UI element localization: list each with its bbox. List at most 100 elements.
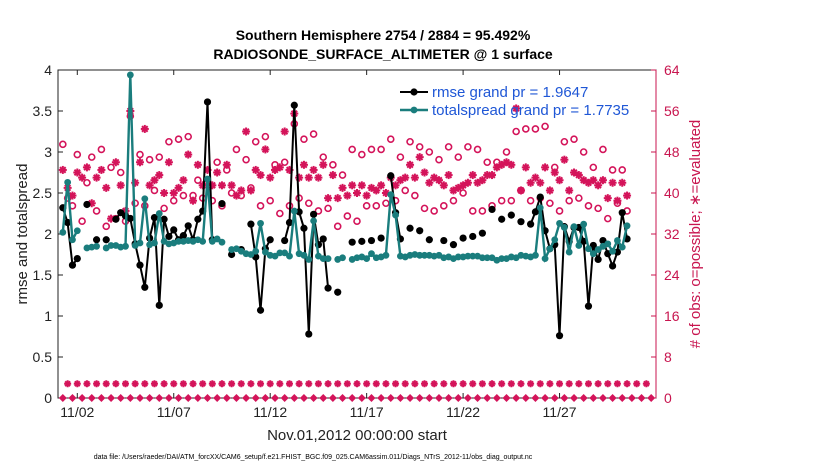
bottom-count-marker — [68, 394, 77, 402]
x-axis-label: Nov.01,2012 00:00:00 start — [267, 427, 448, 444]
bottom-count-marker — [608, 394, 617, 402]
x-tick-label: 11/12 — [253, 404, 287, 420]
bottom-count-marker — [222, 394, 231, 402]
possible-obs-marker — [348, 145, 356, 154]
rmse-point — [406, 224, 414, 232]
evaluated-obs-marker — [536, 178, 545, 187]
bottom-evaluated-marker — [401, 380, 409, 388]
possible-obs-marker — [425, 148, 434, 156]
evaluated-obs-marker — [434, 176, 443, 185]
possible-obs-marker — [367, 145, 376, 154]
evaluated-obs-marker — [116, 181, 125, 190]
bottom-evaluated-marker — [449, 380, 457, 388]
possible-obs-marker — [377, 145, 385, 154]
rmse-point — [498, 215, 506, 223]
possible-obs-marker — [555, 207, 564, 215]
bottom-count-marker — [155, 394, 164, 402]
possible-obs-marker — [300, 135, 308, 143]
evaluated-obs-marker — [410, 173, 419, 182]
evaluated-obs-marker — [266, 173, 275, 182]
possible-obs-marker — [575, 194, 583, 202]
bottom-count-marker — [434, 394, 443, 402]
bottom-evaluated-marker — [237, 380, 245, 388]
totalspread-point — [218, 238, 226, 246]
bottom-evaluated-marker — [536, 380, 544, 388]
rmse-point — [440, 236, 448, 245]
evaluated-obs-marker — [444, 171, 453, 180]
bottom-evaluated-marker — [556, 380, 564, 388]
rmse-point — [68, 261, 77, 269]
totalspread-point — [126, 71, 134, 79]
bottom-count-marker — [570, 394, 579, 402]
bottom-evaluated-marker — [584, 380, 592, 388]
bottom-count-marker — [377, 394, 386, 402]
rmse-point — [136, 261, 144, 269]
evaluated-obs-marker — [304, 173, 313, 182]
bottom-evaluated-marker — [353, 380, 361, 388]
totalspread-point — [565, 248, 573, 256]
rmse-point — [618, 209, 626, 217]
y-tick-label: 2.5 — [33, 185, 53, 201]
evaluated-obs-marker — [222, 160, 231, 169]
y-tick-label: 0.5 — [33, 349, 53, 365]
possible-obs-marker — [276, 209, 284, 218]
x-tick-label: 11/07 — [157, 404, 191, 420]
totalspread-point — [454, 253, 462, 261]
bottom-evaluated-marker — [594, 380, 602, 388]
rmse-point — [334, 288, 342, 296]
y2-axis-label: # of obs: o=possible; ∗=evaluated — [687, 120, 704, 349]
bottom-count-marker — [618, 394, 627, 402]
rmse-point — [228, 250, 236, 259]
bottom-count-marker — [463, 394, 472, 402]
bottom-count-marker — [357, 394, 366, 402]
bottom-count-marker — [78, 394, 87, 402]
rmse-point — [160, 215, 168, 223]
evaluated-obs-marker — [150, 176, 159, 185]
evaluated-obs-marker — [246, 186, 255, 195]
possible-obs-marker — [521, 125, 530, 133]
totalspread-point — [319, 255, 327, 262]
evaluated-obs-marker — [102, 183, 111, 192]
rmse-point — [102, 236, 110, 244]
evaluated-obs-marker — [623, 191, 632, 200]
totalspread-point — [286, 252, 293, 260]
bottom-evaluated-marker — [93, 380, 101, 388]
bottom-evaluated-marker — [488, 380, 496, 388]
possible-obs-marker — [430, 207, 438, 215]
possible-obs-marker — [584, 202, 593, 210]
evaluated-obs-marker — [565, 186, 574, 195]
rmse-point — [449, 241, 458, 249]
bottom-count-marker — [386, 394, 395, 402]
bottom-evaluated-marker — [208, 380, 216, 388]
possible-obs-marker — [155, 153, 164, 161]
possible-obs-marker — [526, 196, 535, 205]
bottom-count-marker — [483, 394, 492, 402]
bottom-count-marker — [396, 394, 405, 402]
possible-obs-marker — [444, 143, 453, 151]
rmse-point — [536, 193, 544, 201]
bottom-count-marker — [637, 394, 646, 402]
totalspread-point — [64, 178, 72, 186]
possible-obs-marker — [319, 153, 328, 161]
possible-obs-marker — [608, 166, 617, 174]
evaluated-obs-marker — [261, 145, 270, 154]
bottom-count-marker — [145, 394, 154, 402]
bottom-evaluated-marker — [170, 380, 178, 388]
rmse-point — [488, 205, 496, 213]
rmse-point — [155, 301, 163, 309]
evaluated-obs-marker — [227, 181, 236, 190]
rmse-point — [608, 262, 617, 270]
y-tick-label: 0 — [44, 390, 52, 406]
evaluated-obs-marker — [92, 173, 101, 182]
bottom-evaluated-marker — [305, 380, 313, 388]
evaluated-obs-marker — [348, 181, 357, 190]
possible-obs-marker — [546, 199, 554, 208]
evaluated-obs-marker — [415, 153, 424, 162]
rmse-point — [184, 222, 192, 230]
possible-obs-marker — [599, 145, 607, 154]
possible-obs-marker — [507, 196, 516, 205]
bottom-evaluated-marker — [131, 380, 139, 388]
bottom-evaluated-marker — [478, 380, 486, 388]
possible-obs-marker — [184, 132, 193, 141]
possible-obs-marker — [483, 158, 492, 167]
